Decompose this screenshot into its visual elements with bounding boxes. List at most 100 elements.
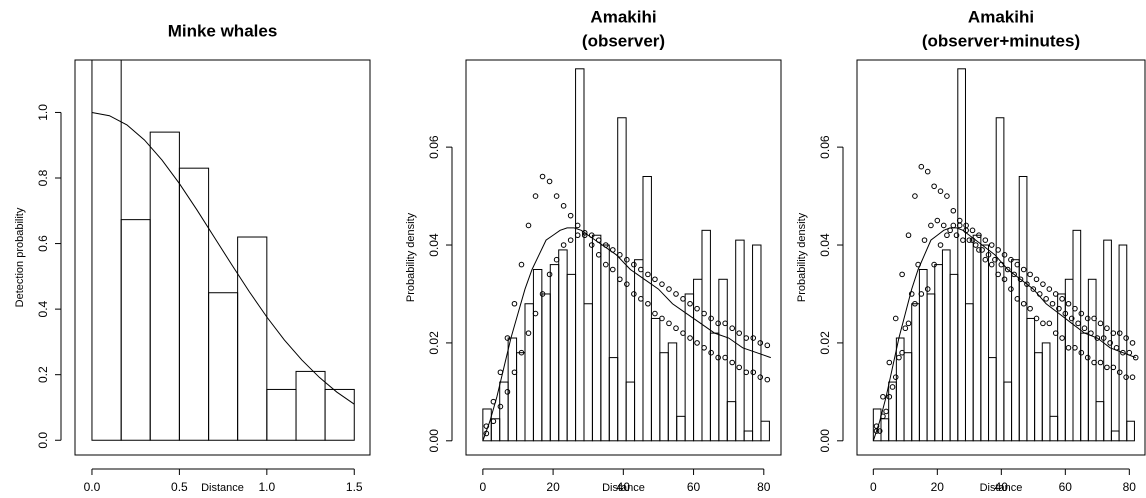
point (915, 261, 921, 268)
point (1097, 320, 1104, 327)
bar (949, 273, 959, 442)
point (750, 369, 757, 376)
bar (964, 303, 974, 442)
point (1040, 320, 1046, 327)
bar (566, 273, 577, 442)
point (624, 256, 630, 263)
panel: Amakihi (observer) 0 20 40 60 80 Distance 0.00 0.… (405, 7, 782, 494)
point (988, 242, 995, 248)
point (680, 296, 686, 302)
point (1132, 354, 1139, 361)
point (905, 320, 912, 327)
point (631, 291, 637, 297)
point (553, 256, 560, 263)
x-axis-title: Distance (201, 482, 244, 494)
point (532, 310, 539, 317)
point (896, 354, 902, 361)
point (652, 310, 658, 317)
x-tick-label: 60 (1059, 480, 1073, 494)
point (511, 300, 518, 307)
bar (625, 381, 636, 442)
point (934, 217, 941, 224)
bar (988, 357, 997, 442)
point (631, 261, 637, 268)
point (1014, 261, 1021, 268)
point (886, 393, 893, 400)
point (921, 237, 928, 243)
point (1068, 315, 1075, 322)
point (1129, 374, 1136, 380)
point (960, 237, 966, 243)
point (937, 188, 944, 194)
point (638, 266, 644, 273)
point (1052, 291, 1059, 297)
x-axis-title: Distance (602, 482, 645, 494)
x-tick-label: 40 (995, 480, 1009, 494)
bar (1003, 381, 1013, 442)
point (931, 183, 937, 190)
bar (549, 264, 560, 442)
point (883, 408, 889, 415)
point (490, 418, 497, 425)
point (1056, 305, 1062, 312)
point (912, 193, 918, 199)
point (532, 193, 539, 199)
point (982, 256, 989, 263)
point (1033, 315, 1040, 322)
point (483, 423, 490, 429)
fitted-curve (91, 111, 355, 405)
bar (558, 249, 568, 442)
bar (591, 234, 602, 442)
point (1046, 286, 1053, 292)
point (518, 261, 525, 268)
point (617, 276, 623, 283)
bar (642, 175, 652, 442)
bar (1095, 401, 1105, 442)
point (1097, 359, 1104, 366)
bar (659, 352, 669, 442)
bar (295, 370, 326, 441)
point (918, 163, 925, 170)
bar (701, 229, 711, 442)
bar (957, 68, 966, 442)
point (1123, 374, 1129, 380)
point (1072, 345, 1078, 351)
point (889, 384, 896, 390)
bar (178, 167, 210, 441)
point (687, 300, 693, 307)
point (645, 271, 651, 278)
bar (516, 352, 526, 442)
point (912, 300, 918, 307)
point (1107, 340, 1113, 346)
point (588, 242, 595, 248)
point (969, 227, 976, 234)
y-tick-label: 0.02 (818, 331, 832, 355)
point (880, 393, 886, 400)
point (1040, 281, 1046, 287)
bar (600, 244, 610, 442)
point (1110, 330, 1117, 336)
point (972, 242, 979, 248)
point (546, 271, 553, 278)
point (976, 247, 982, 253)
bar (1041, 342, 1051, 442)
point (1062, 310, 1069, 317)
point (574, 222, 581, 229)
point (574, 232, 581, 239)
point (1036, 291, 1043, 297)
point (708, 349, 714, 356)
point (539, 291, 546, 297)
chart-title: Minke whales (168, 21, 278, 40)
point (1004, 266, 1011, 273)
plot-box (465, 59, 782, 456)
x-tick-label: 20 (931, 480, 945, 494)
point (511, 369, 518, 376)
bar (1026, 317, 1036, 442)
point (729, 325, 735, 332)
bar (524, 303, 534, 442)
point (764, 376, 771, 383)
bar (743, 430, 754, 442)
bar (324, 388, 355, 441)
bar (693, 278, 703, 442)
y-tick-label: 0.4 (36, 300, 50, 317)
